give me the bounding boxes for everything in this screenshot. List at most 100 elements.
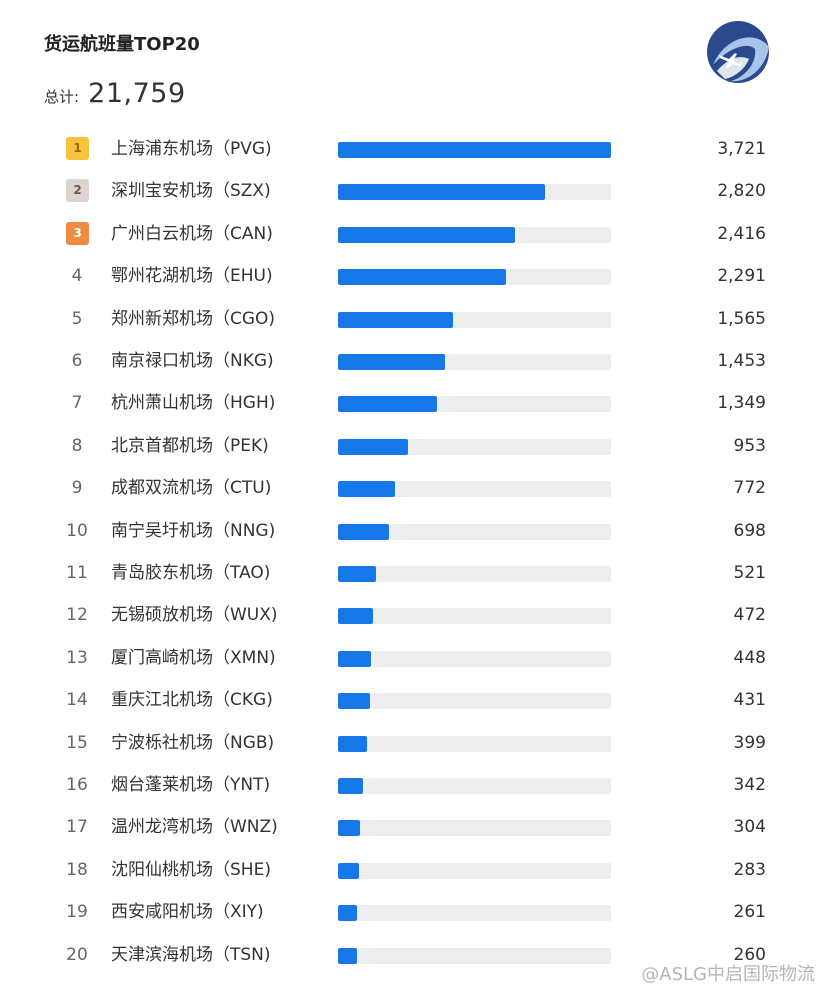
- bar-track: [338, 311, 611, 328]
- ranking-row: 18 沈阳仙桃机场（SHE) 283: [0, 850, 823, 892]
- ranking-row: 10 南宁吴圩机场（NNG) 698: [0, 511, 823, 553]
- ranking-row: 15 宁波栎社机场（NGB) 399: [0, 723, 823, 765]
- ranking-row: 14 重庆江北机场（CKG) 431: [0, 680, 823, 722]
- ranking-row: 7 杭州萧山机场（HGH) 1,349: [0, 383, 823, 425]
- value-label: 521: [733, 563, 766, 583]
- bar: [338, 481, 395, 498]
- bar: [338, 184, 545, 201]
- bar-track: [338, 566, 611, 582]
- rank-label: 4: [71, 266, 83, 287]
- bar: [338, 311, 453, 328]
- bar: [338, 820, 361, 837]
- ranking-row: 16 烟台蓬莱机场（YNT) 342: [0, 765, 823, 807]
- bar-track: [338, 269, 611, 286]
- ranking-row: 11 青岛胶东机场（TAO) 521: [0, 553, 823, 595]
- bar-track: [338, 693, 611, 710]
- rank-label: 6: [71, 351, 83, 371]
- total-label: 总计:: [44, 88, 80, 106]
- rank-label: 12: [66, 605, 88, 626]
- bar: [338, 693, 370, 710]
- rank-label: 2: [66, 179, 89, 203]
- bar: [338, 396, 437, 413]
- bar-track: [338, 608, 611, 625]
- bar-track: [338, 947, 611, 964]
- bar-track: [338, 142, 611, 158]
- bar-track: [338, 862, 611, 879]
- category-label: 成都双流机场（CTU): [111, 478, 272, 499]
- bar-track: [338, 778, 611, 794]
- category-label: 青岛胶东机场（TAO): [111, 563, 271, 583]
- bar: [338, 438, 408, 455]
- value-label: 342: [733, 775, 766, 795]
- rank-label: 18: [66, 859, 88, 880]
- category-label: 天津滨海机场（TSN): [111, 944, 271, 965]
- bar: [338, 354, 445, 370]
- bar-track: [338, 820, 611, 837]
- value-label: 698: [733, 520, 766, 541]
- value-label: 304: [733, 817, 766, 838]
- category-label: 南宁吴圩机场（NNG): [111, 520, 276, 541]
- bar: [338, 269, 507, 286]
- ranking-row: 19 西安咸阳机场（XIY) 261: [0, 892, 823, 934]
- watermark: @ASLG中启国际物流: [641, 964, 815, 985]
- rank-label: 7: [71, 393, 83, 414]
- bar: [338, 947, 358, 964]
- bar-track: [338, 396, 611, 413]
- ranking-row: 5 郑州新郑机场（CGO) 1,565: [0, 299, 823, 341]
- category-label: 温州龙湾机场（WNZ): [111, 817, 278, 838]
- bar-track: [338, 523, 611, 540]
- bar: [338, 523, 390, 540]
- value-label: 283: [733, 859, 766, 880]
- category-label: 广州白云机场（CAN): [111, 223, 273, 244]
- category-label: 无锡硕放机场（WUX): [111, 605, 278, 626]
- bar: [338, 905, 358, 922]
- category-label: 厦门高崎机场（XMN): [111, 647, 276, 668]
- bar-track: [338, 226, 611, 243]
- value-label: 772: [733, 478, 766, 499]
- value-label: 1,453: [717, 351, 766, 371]
- bar: [338, 226, 516, 243]
- category-label: 宁波栎社机场（NGB): [111, 732, 275, 753]
- bar-track: [338, 650, 611, 667]
- rank-label: 16: [66, 775, 88, 795]
- value-label: 472: [733, 605, 766, 626]
- bar: [338, 650, 371, 667]
- value-label: 953: [733, 435, 766, 456]
- value-label: 261: [733, 902, 766, 923]
- ranking-row: 13 厦门高崎机场（XMN) 448: [0, 638, 823, 680]
- category-label: 西安咸阳机场（XIY): [111, 902, 264, 923]
- ranking-row: 20 天津滨海机场（TSN) 260: [0, 935, 823, 977]
- value-label: 260: [733, 944, 766, 965]
- ranking-row: 2 深圳宝安机场（SZX) 2,820: [0, 171, 823, 213]
- value-label: 2,291: [717, 266, 766, 287]
- category-label: 沈阳仙桃机场（SHE): [111, 859, 271, 880]
- total-value: 21,759: [88, 78, 186, 109]
- rank-label: 19: [66, 902, 88, 923]
- value-label: 2,416: [717, 223, 766, 244]
- category-label: 南京禄口机场（NKG): [111, 351, 274, 371]
- rank-label: 13: [66, 647, 88, 668]
- bar-track: [338, 438, 611, 455]
- rank-label: 1: [66, 137, 89, 160]
- ranking-row: 12 无锡硕放机场（WUX) 472: [0, 595, 823, 637]
- bar: [338, 735, 368, 752]
- value-label: 448: [733, 647, 766, 668]
- category-label: 郑州新郑机场（CGO): [111, 308, 276, 329]
- bar-track: [338, 354, 611, 370]
- rank-label: 11: [66, 563, 88, 583]
- bar-track: [338, 481, 611, 498]
- ranking-row: 4 鄂州花湖机场（EHU) 2,291: [0, 256, 823, 298]
- value-label: 2,820: [717, 181, 766, 202]
- rank-label: 8: [71, 435, 83, 456]
- category-label: 烟台蓬莱机场（YNT): [111, 775, 271, 795]
- bar: [338, 608, 373, 625]
- bar: [338, 142, 611, 158]
- bar-track: [338, 735, 611, 752]
- category-label: 上海浦东机场（PVG): [111, 139, 272, 159]
- category-label: 深圳宝安机场（SZX): [111, 181, 271, 202]
- category-label: 鄂州花湖机场（EHU): [111, 266, 273, 287]
- total-summary: 总计: 21,759: [44, 78, 186, 109]
- ranking-row: 8 北京首都机场（PEK) 953: [0, 426, 823, 468]
- value-label: 1,565: [717, 308, 766, 329]
